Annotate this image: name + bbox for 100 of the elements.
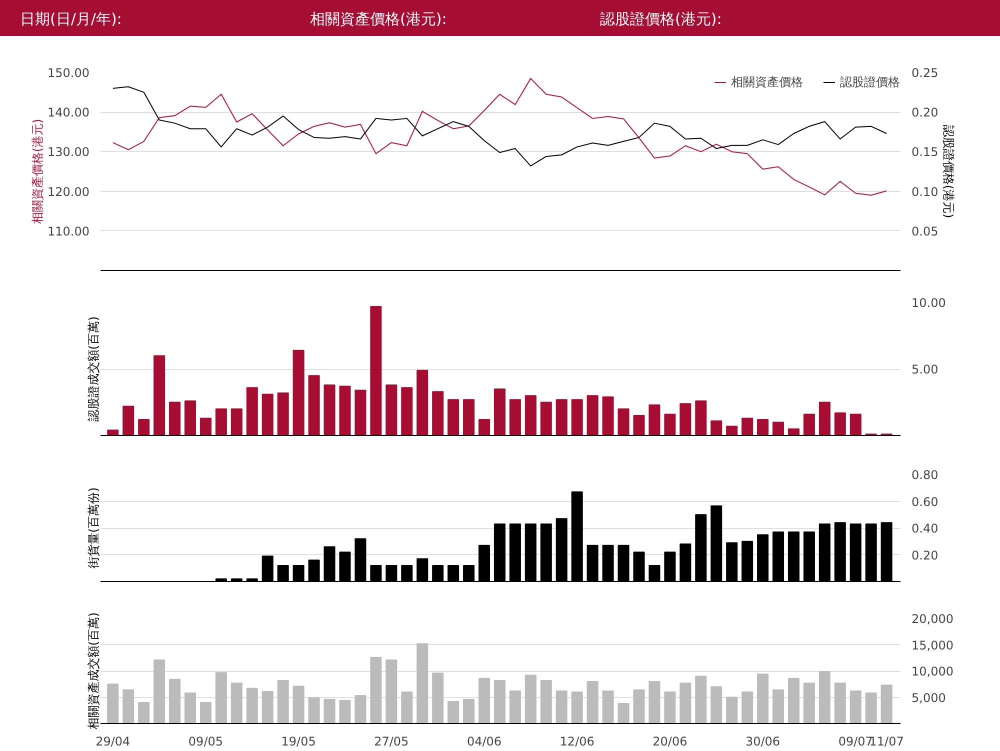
bar <box>571 399 583 436</box>
line-series <box>112 78 888 196</box>
y-axis-title: 認股證成交額(百萬) <box>86 316 100 422</box>
bar <box>463 698 475 724</box>
bar <box>509 399 521 436</box>
bar <box>664 692 676 724</box>
bar <box>680 403 692 436</box>
bar <box>339 386 351 436</box>
bar <box>618 703 630 724</box>
bar <box>277 392 289 436</box>
bar <box>169 678 181 724</box>
bar <box>540 402 552 436</box>
bar <box>308 697 320 724</box>
bar <box>292 686 304 724</box>
bar <box>726 426 738 436</box>
bar <box>865 692 877 724</box>
bar <box>710 686 722 724</box>
text: 相關資產價格(港元): <box>310 9 447 30</box>
bar <box>772 422 784 436</box>
bar <box>880 684 892 724</box>
y-tick-label: 5.00 <box>912 362 938 376</box>
bar <box>803 414 815 436</box>
y-tick-label: 150.00 <box>48 66 90 80</box>
y-tick-label: 140.00 <box>48 106 90 120</box>
bar <box>154 659 166 724</box>
bar <box>602 396 614 436</box>
bar <box>432 391 444 436</box>
text: 認股證價格(港元): <box>600 9 722 30</box>
x-tick-label: 20/06 <box>652 734 688 748</box>
y2-axis-title: 認股證價格(港元) <box>942 124 956 218</box>
x-tick-label: 04/06 <box>466 734 502 748</box>
bar <box>494 680 506 724</box>
bar <box>834 412 846 436</box>
bar <box>695 676 707 724</box>
x-tick-label: 27/05 <box>374 734 409 748</box>
y-tick-label: 10.00 <box>912 296 946 310</box>
bar <box>324 698 336 724</box>
bar <box>138 419 150 436</box>
bar <box>448 700 460 724</box>
bar <box>215 672 227 724</box>
bar <box>757 674 769 724</box>
bar <box>262 690 274 724</box>
bar <box>184 400 196 436</box>
bar <box>138 702 150 724</box>
bar <box>586 395 598 436</box>
y-tick-label: 5,000 <box>912 690 946 705</box>
bar <box>292 350 304 436</box>
bar <box>277 680 289 724</box>
bar <box>354 390 366 436</box>
bar <box>262 394 274 436</box>
y-axis-title: 相關資產價格(港元) <box>30 118 44 224</box>
bar <box>107 684 119 724</box>
x-tick-label: 30/06 <box>745 734 780 748</box>
bar <box>169 402 181 436</box>
bar <box>788 428 800 436</box>
bar <box>246 688 258 724</box>
bar <box>230 682 242 724</box>
bar <box>122 406 134 436</box>
bar <box>556 399 568 436</box>
y-axis-title: 相關資產成交額(百萬) <box>86 612 100 730</box>
bar <box>215 408 227 436</box>
bar <box>463 399 475 436</box>
y-tick-label: 0.80 <box>912 468 938 482</box>
bar <box>710 420 722 436</box>
y-tick-label: 110.00 <box>48 224 90 238</box>
bar <box>386 384 398 436</box>
bar <box>680 682 692 724</box>
bar <box>448 399 460 436</box>
bar <box>230 408 242 436</box>
bar <box>509 690 521 724</box>
bar <box>695 400 707 436</box>
bar <box>633 415 645 436</box>
bar <box>416 643 428 724</box>
bar <box>648 681 660 724</box>
bar <box>540 680 552 724</box>
bar <box>370 656 382 724</box>
bar <box>478 419 490 436</box>
bar <box>401 692 413 724</box>
bar <box>586 681 598 724</box>
bar <box>354 695 366 724</box>
bar <box>246 387 258 436</box>
bar <box>339 700 351 724</box>
y-tick-label: 0.20 <box>912 548 938 562</box>
x-tick-label: 19/05 <box>281 734 316 748</box>
y-tick-label: 0.60 <box>912 494 938 509</box>
bar <box>184 692 196 724</box>
bar <box>324 384 336 436</box>
bar <box>478 678 490 724</box>
y2-tick-label: 0.10 <box>912 184 938 199</box>
bar <box>122 689 134 724</box>
bar <box>524 674 536 724</box>
bar <box>850 690 862 724</box>
y-tick-label: 130.00 <box>48 145 90 160</box>
bar <box>618 408 630 436</box>
bar <box>726 696 738 724</box>
bar <box>834 682 846 724</box>
bar <box>803 682 815 724</box>
bar <box>370 306 382 436</box>
bar <box>200 418 212 436</box>
y-axis-title: 街貨量(百萬份) <box>86 487 100 569</box>
